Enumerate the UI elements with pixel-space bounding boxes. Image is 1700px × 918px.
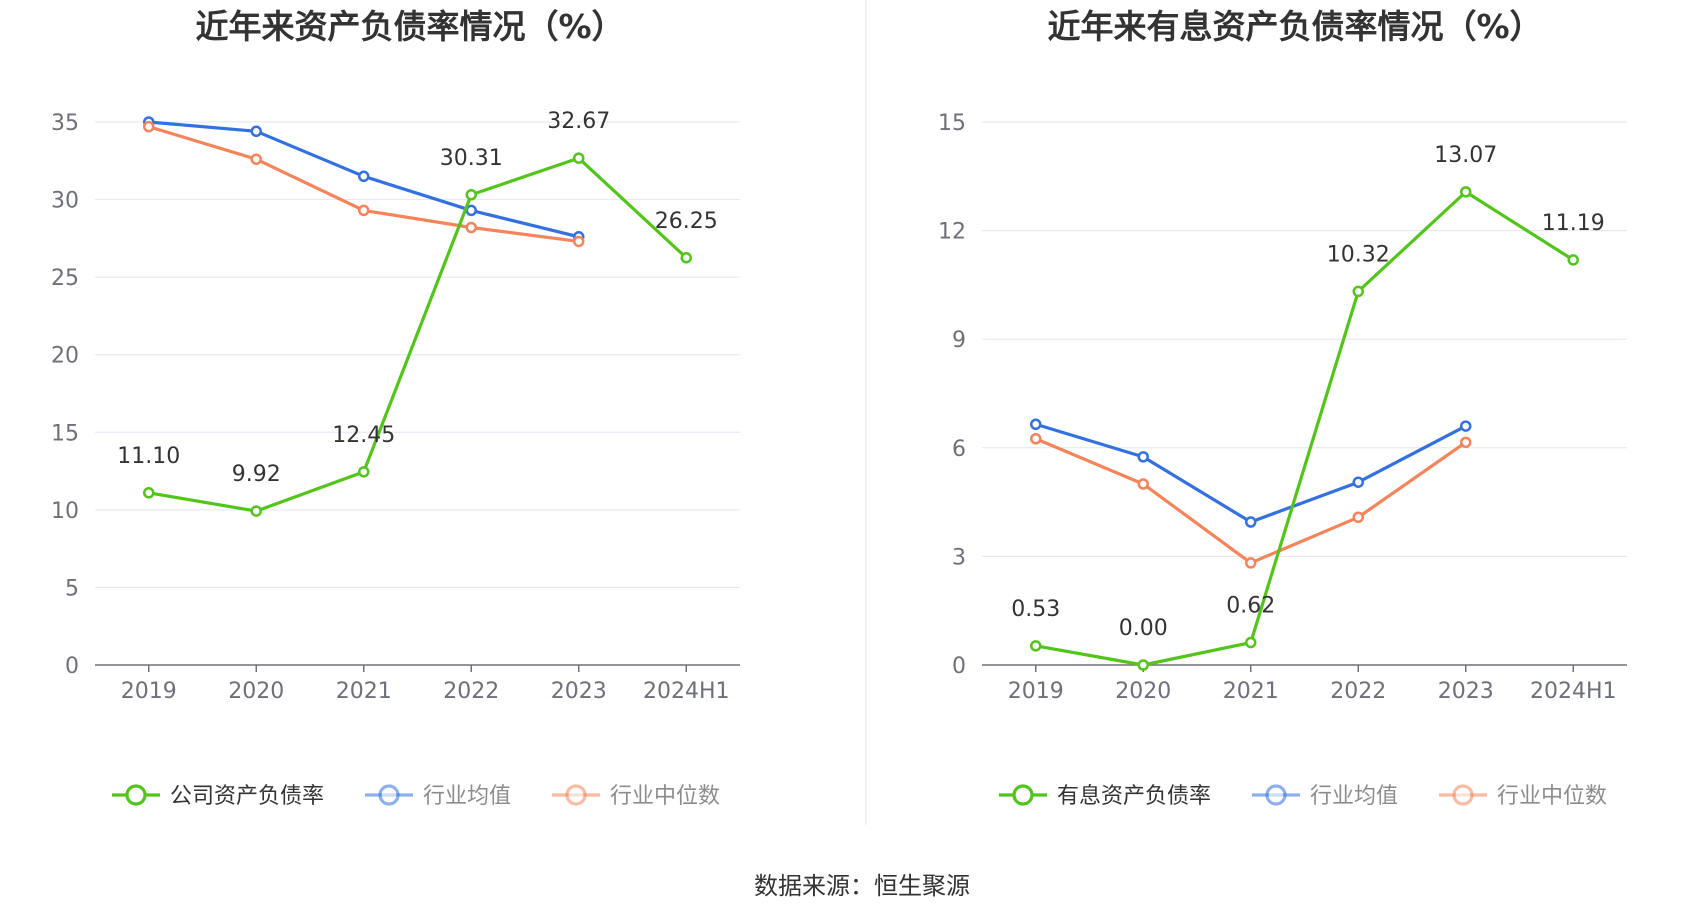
legend-marker [1265,784,1287,806]
chart-title: 近年来有息资产负债率情况（%） [1047,7,1542,46]
legend-label: 行业中位数 [1497,784,1607,809]
legend-item[interactable]: 有息资产负债率 [999,784,1211,809]
data-point[interactable] [1352,476,1364,488]
data-label: 0.53 [1011,597,1060,622]
legend-marker [1012,784,1034,806]
y-tick-label: 25 [51,266,79,291]
y-tick-label: 15 [51,421,79,446]
y-tick-label: 5 [65,576,79,601]
x-tick-label: 2019 [1008,679,1064,704]
data-point[interactable] [1245,557,1257,569]
x-tick-label: 2023 [551,679,607,704]
y-tick-label: 15 [938,111,966,136]
x-tick-label: 2022 [443,679,499,704]
data-point[interactable] [1137,659,1149,671]
series-line-industry-mean [1035,422,1467,524]
data-label: 26.25 [655,209,718,234]
data-label: 30.31 [440,146,503,171]
data-point[interactable] [1137,451,1149,463]
data-point[interactable] [1460,436,1472,449]
data-label: 32.67 [547,109,610,134]
x-tick-label: 2021 [336,679,392,704]
legend-label: 公司资产负债率 [170,784,324,809]
legend-label: 行业中位数 [610,784,720,809]
chart-title: 近年来资产负债率情况（%） [195,7,624,46]
legend-label: 行业均值 [423,784,511,809]
data-point[interactable] [250,125,262,138]
data-point[interactable] [1245,516,1257,528]
y-tick-label: 6 [952,437,966,462]
data-point[interactable] [680,252,692,264]
data-label: 0.00 [1119,616,1168,641]
data-label: 9.92 [232,462,281,487]
series-line-industry-median [148,125,579,244]
y-tick-label: 3 [952,545,966,570]
x-tick-label: 2019 [121,679,177,704]
x-tick-label: 2023 [1438,679,1494,704]
legend-marker [565,784,587,806]
data-point[interactable] [1030,418,1042,431]
data-label: 0.62 [1226,594,1275,619]
data-point[interactable] [573,152,585,164]
series-line-industry-median [1035,437,1467,565]
data-point[interactable] [143,487,155,499]
y-tick-label: 0 [952,654,966,679]
data-point[interactable] [358,170,370,183]
legend-item[interactable]: 行业均值 [365,784,511,809]
data-point[interactable] [1352,285,1364,298]
data-point[interactable] [1352,511,1364,524]
data-point[interactable] [1030,640,1042,652]
data-label: 10.32 [1327,242,1390,267]
x-tick-label: 2020 [1115,679,1171,704]
series-line-company [1035,190,1575,667]
data-label: 11.19 [1542,211,1605,236]
data-point[interactable] [1460,186,1472,198]
data-point[interactable] [358,204,370,217]
series-line-company [148,156,688,513]
y-tick-label: 9 [952,328,966,353]
legend-label: 有息资产负债率 [1057,784,1211,809]
data-label: 13.07 [1434,143,1497,168]
data-point[interactable] [143,120,155,133]
x-tick-label: 2024H1 [1530,679,1617,704]
legend-item[interactable]: 行业中位数 [552,784,720,809]
legend-item[interactable]: 行业均值 [1252,784,1398,809]
data-point[interactable] [573,235,585,248]
y-tick-label: 20 [51,344,79,369]
y-tick-label: 0 [65,654,79,679]
x-tick-label: 2022 [1330,679,1386,704]
data-point[interactable] [1030,433,1042,445]
data-point[interactable] [465,189,477,201]
y-tick-label: 12 [938,220,966,245]
y-tick-label: 10 [51,499,79,524]
data-point[interactable] [1567,254,1579,266]
legend-marker [1452,784,1474,806]
data-point[interactable] [250,153,262,165]
data-point[interactable] [358,466,370,478]
legend-item[interactable]: 公司资产负债率 [112,784,324,809]
legend-marker [378,784,400,806]
x-tick-label: 2020 [228,679,284,704]
legend-item[interactable]: 行业中位数 [1439,784,1607,809]
y-tick-label: 35 [51,111,79,136]
data-point[interactable] [465,221,477,234]
data-source-note: 数据来源：恒生聚源 [754,872,970,900]
legend-marker [125,784,147,806]
data-point[interactable] [1137,478,1149,490]
x-tick-label: 2021 [1223,679,1279,704]
data-point[interactable] [250,505,262,517]
data-point[interactable] [1245,636,1257,649]
data-label: 12.45 [332,423,395,448]
chart-panel-interest-debt-ratio: 近年来有息资产负债率情况（%） 0 3 6 9 12 15 2019 2020 2021 2022 2… [938,7,1627,809]
data-point[interactable] [1460,420,1472,432]
chart-panel-debt-ratio: 近年来资产负债率情况（%） 0 5 10 15 20 25 30 35 2019 2020 2021 2… [51,7,740,809]
data-label: 11.10 [117,444,180,469]
legend-label: 行业均值 [1310,784,1398,809]
x-tick-label: 2024H1 [643,679,730,704]
y-tick-label: 30 [51,189,79,214]
